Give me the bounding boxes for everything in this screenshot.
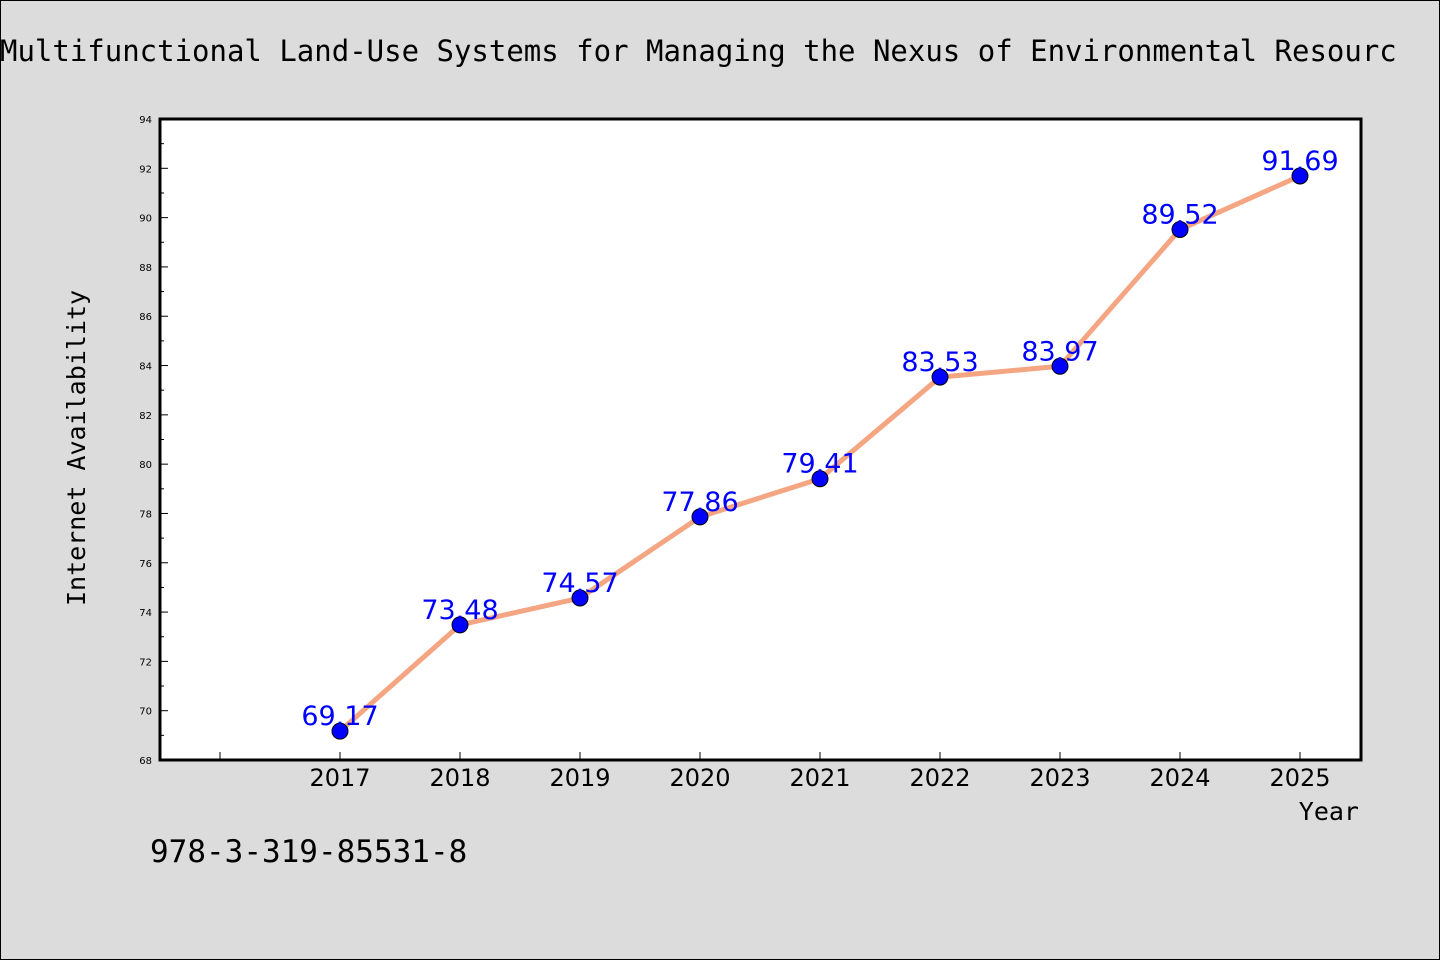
data-point [451,616,469,634]
data-point [811,470,829,488]
x-tick-label: 2023 [1029,764,1090,792]
y-tick-label: 78 [139,509,152,520]
y-tick-label: 88 [139,263,152,274]
y-tick-label: 92 [139,164,152,175]
x-tick-label: 2020 [669,764,730,792]
y-tick-label: 68 [139,756,152,767]
x-tick-label: 2017 [309,764,370,792]
data-point [1291,167,1309,185]
data-label: 89.52 [1141,199,1218,230]
x-axis-ticks: 2017 2018 2019 2020 2021 2022 2023 2024 2025 [219,752,1331,792]
y-tick-label: 74 [139,608,152,619]
x-axis-label: Year [1299,797,1359,826]
data-point [331,722,349,740]
y-tick-label: 72 [139,657,152,668]
y-tick-label: 90 [139,214,152,225]
y-tick-label: 94 [139,115,152,126]
x-tick-label: 2022 [909,764,970,792]
x-tick-label: 2021 [789,764,850,792]
data-point [1051,357,1069,375]
data-point [571,589,589,607]
y-axis-label: Internet Availability [62,290,91,606]
data-label: 74.57 [541,568,618,599]
data-label: 83.97 [1021,336,1098,367]
y-tick-label: 84 [139,362,152,373]
data-label: 83.53 [901,347,978,378]
isbn-text: 978-3-319-85531-8 [150,834,468,870]
data-label: 79.41 [781,449,858,480]
chart-title: Multifunctional Land-Use Systems for Man… [0,34,1397,68]
y-tick-label: 70 [139,707,152,718]
y-tick-label: 76 [139,559,152,570]
data-point [931,368,949,386]
data-point [691,508,709,526]
plot-area [158,117,1363,762]
y-tick-label: 86 [139,312,152,323]
x-tick-label: 2025 [1269,764,1330,792]
x-tick-label: 2019 [549,764,610,792]
data-label: 69.17 [301,701,378,732]
data-label: 77.86 [661,487,738,518]
y-tick-label: 82 [139,411,152,422]
y-axis-ticks: 68 70 72 74 76 78 80 82 84 86 88 90 92 94 [139,115,168,767]
x-tick-label: 2018 [429,764,490,792]
x-tick-label: 2024 [1149,764,1210,792]
data-label-layer: 69.17 73.48 74.57 77.86 79.41 83.53 83.97 89.52… [301,146,1338,732]
data-label: 91.69 [1261,146,1338,177]
data-label: 73.48 [421,595,498,626]
data-point [1171,220,1189,238]
series-layer [331,167,1309,740]
y-tick-label: 80 [139,460,152,471]
